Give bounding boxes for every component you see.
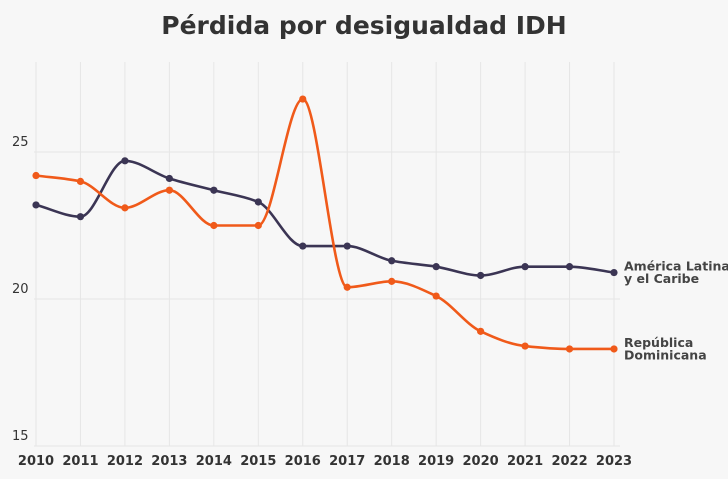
point-america-latina-2021: [521, 263, 529, 271]
point-america-latina-2013: [165, 174, 173, 183]
point-america-latina-2022: [565, 263, 574, 271]
point-america-latina-2017: [343, 242, 351, 250]
x-tick-label-2022: 2022: [551, 454, 587, 469]
x-tick-label-2012: 2012: [107, 454, 143, 469]
point-america-latina-2023: [610, 268, 618, 277]
point-republica-dominicana-2010: [32, 171, 40, 180]
x-tick-label-2023: 2023: [596, 454, 632, 469]
series-republica-dominicana: República Dominicana: [32, 95, 707, 363]
x-tick-label-2014: 2014: [196, 454, 232, 469]
y-axis-ticks: 15 20 25: [12, 135, 29, 444]
grid-layer: [34, 62, 620, 447]
point-republica-dominicana-2015: [254, 221, 262, 230]
x-tick-label-2011: 2011: [62, 454, 98, 469]
point-america-latina-2010: [32, 201, 40, 209]
point-america-latina-2011: [76, 213, 85, 221]
series-label-america-latina: América Latina y el Caribe: [624, 259, 728, 287]
series-line-republica-dominicana: [34, 97, 616, 351]
point-republica-dominicana-2023: [610, 345, 618, 353]
series-america-latina: América Latina y el Caribe: [32, 157, 728, 286]
x-tick-label-2010: 2010: [18, 454, 54, 469]
series-layer: América Latina y el Caribe República Domini…: [32, 95, 728, 362]
point-republica-dominicana-2019: [432, 292, 440, 300]
x-tick-label-2018: 2018: [374, 454, 410, 469]
x-tick-label-2015: 2015: [240, 454, 276, 469]
point-america-latina-2018: [388, 257, 396, 265]
point-republica-dominicana-2012: [121, 204, 129, 212]
point-america-latina-2016: [299, 242, 307, 250]
y-tick-label-20: 20: [12, 282, 29, 297]
point-america-latina-2012: [121, 157, 129, 165]
x-tick-label-2021: 2021: [507, 454, 543, 469]
point-america-latina-2015: [254, 198, 262, 206]
point-america-latina-2020: [477, 271, 485, 280]
point-america-latina-2014: [210, 186, 218, 194]
chart-title: Pérdida por desigualdad IDH: [161, 11, 566, 40]
point-republica-dominicana-2014: [210, 221, 218, 230]
x-tick-label-2020: 2020: [463, 454, 499, 469]
x-tick-label-2016: 2016: [285, 454, 321, 469]
x-axis-ticks: 2010 2011 2012 2013 2014 2015 2016 2017 2018 2019…: [18, 454, 632, 469]
point-republica-dominicana-2016: [299, 95, 307, 103]
series-label-republica-dominicana: República Dominicana: [624, 335, 707, 363]
point-republica-dominicana-2020: [477, 327, 485, 335]
point-republica-dominicana-2018: [388, 277, 396, 285]
x-tick-label-2019: 2019: [418, 454, 454, 469]
point-republica-dominicana-2021: [521, 342, 529, 350]
y-tick-label-15: 15: [12, 429, 29, 444]
point-republica-dominicana-2011: [76, 177, 85, 185]
series-line-america-latina: [34, 159, 616, 277]
point-republica-dominicana-2022: [565, 345, 574, 353]
x-tick-label-2013: 2013: [151, 454, 187, 469]
y-tick-label-25: 25: [12, 135, 29, 150]
x-tick-label-2017: 2017: [329, 454, 365, 469]
point-republica-dominicana-2013: [165, 186, 173, 194]
point-america-latina-2019: [432, 263, 440, 271]
point-republica-dominicana-2017: [343, 283, 351, 291]
